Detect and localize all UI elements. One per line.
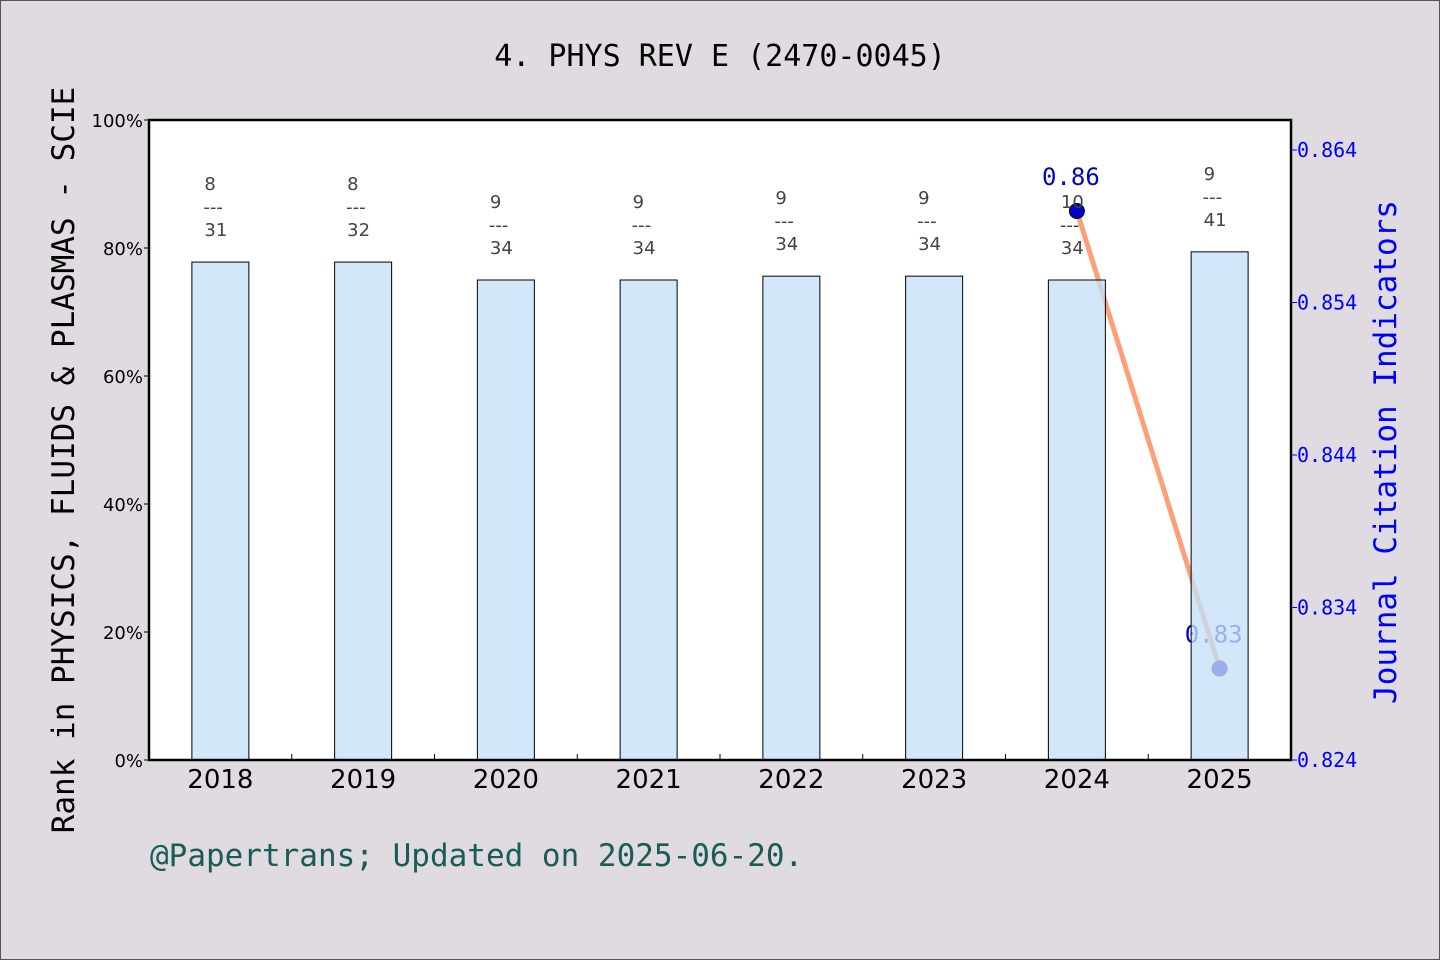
y-tick-label: 80%: [103, 239, 143, 260]
rank-denominator: 34: [775, 234, 798, 255]
rank-numerator: 8: [204, 174, 215, 195]
chart-title: 4. PHYS REV E (2470-0045): [494, 39, 946, 74]
rank-numerator: 9: [490, 192, 501, 213]
x-tick-label: 2021: [616, 765, 682, 795]
bar-2021: [619, 279, 678, 761]
y2-tick-label: 0.844: [1297, 443, 1357, 467]
rank-numerator: 9: [918, 188, 929, 209]
rank-numerator: 8: [347, 174, 358, 195]
bar-2019: [334, 261, 393, 761]
jci-label: 0.86: [1042, 163, 1100, 191]
y2-tick-label: 0.854: [1297, 291, 1357, 315]
footer-note: @Papertrans; Updated on 2025-06-20.: [150, 838, 803, 874]
y2-tick-label: 0.864: [1297, 138, 1357, 162]
y-tick-label: 20%: [103, 623, 143, 644]
rank-denominator: 34: [918, 234, 941, 255]
y-axis-label: Rank in PHYSICS, FLUIDS & PLASMAS - SCIE: [46, 87, 82, 834]
x-tick-label: 2024: [1044, 765, 1110, 795]
bar-2020: [476, 279, 535, 761]
plot-border: [147, 118, 1293, 762]
rank-numerator: 9: [1204, 164, 1215, 185]
x-tick-label: 2025: [1187, 765, 1253, 795]
x-tick-label: 2022: [758, 765, 824, 795]
rank-divider: ---: [1060, 215, 1080, 236]
rank-denominator: 32: [347, 220, 370, 241]
y2-tick-label: 0.824: [1297, 748, 1357, 772]
rank-denominator: 34: [1061, 238, 1084, 259]
rank-numerator: 9: [633, 192, 644, 213]
bar-2023: [905, 275, 964, 761]
x-tick-label: 2018: [187, 765, 253, 795]
bar-2025: [1190, 251, 1249, 761]
bar-2024: [1047, 279, 1106, 761]
rank-numerator: 9: [775, 188, 786, 209]
rank-divider: ---: [632, 215, 652, 236]
x-tick-label: 2019: [330, 765, 396, 795]
rank-divider: ---: [917, 211, 937, 232]
rank-divider: ---: [203, 197, 223, 218]
y-tick-label: 40%: [103, 495, 143, 516]
rank-divider: ---: [346, 197, 366, 218]
y2-axis-label: Journal Citation Indicators: [1368, 200, 1404, 704]
rank-divider: ---: [774, 211, 794, 232]
rank-divider: ---: [1203, 187, 1223, 208]
bar-2018: [191, 261, 250, 761]
bar-2022: [762, 275, 821, 761]
x-tick-label: 2020: [473, 765, 539, 795]
rank-numerator: 10: [1061, 192, 1084, 213]
plot-area: [149, 120, 1291, 760]
y2-tick-label: 0.834: [1297, 596, 1357, 620]
y-tick-label: 0%: [114, 751, 143, 772]
rank-denominator: 34: [633, 238, 656, 259]
jci-marker: [1068, 203, 1085, 219]
rank-denominator: 34: [490, 238, 513, 259]
y-tick-label: 100%: [92, 111, 143, 132]
rank-divider: ---: [489, 215, 509, 236]
x-tick-label: 2023: [901, 765, 967, 795]
rank-denominator: 41: [1204, 210, 1227, 231]
rank-denominator: 31: [204, 220, 227, 241]
y-tick-label: 60%: [103, 367, 143, 388]
